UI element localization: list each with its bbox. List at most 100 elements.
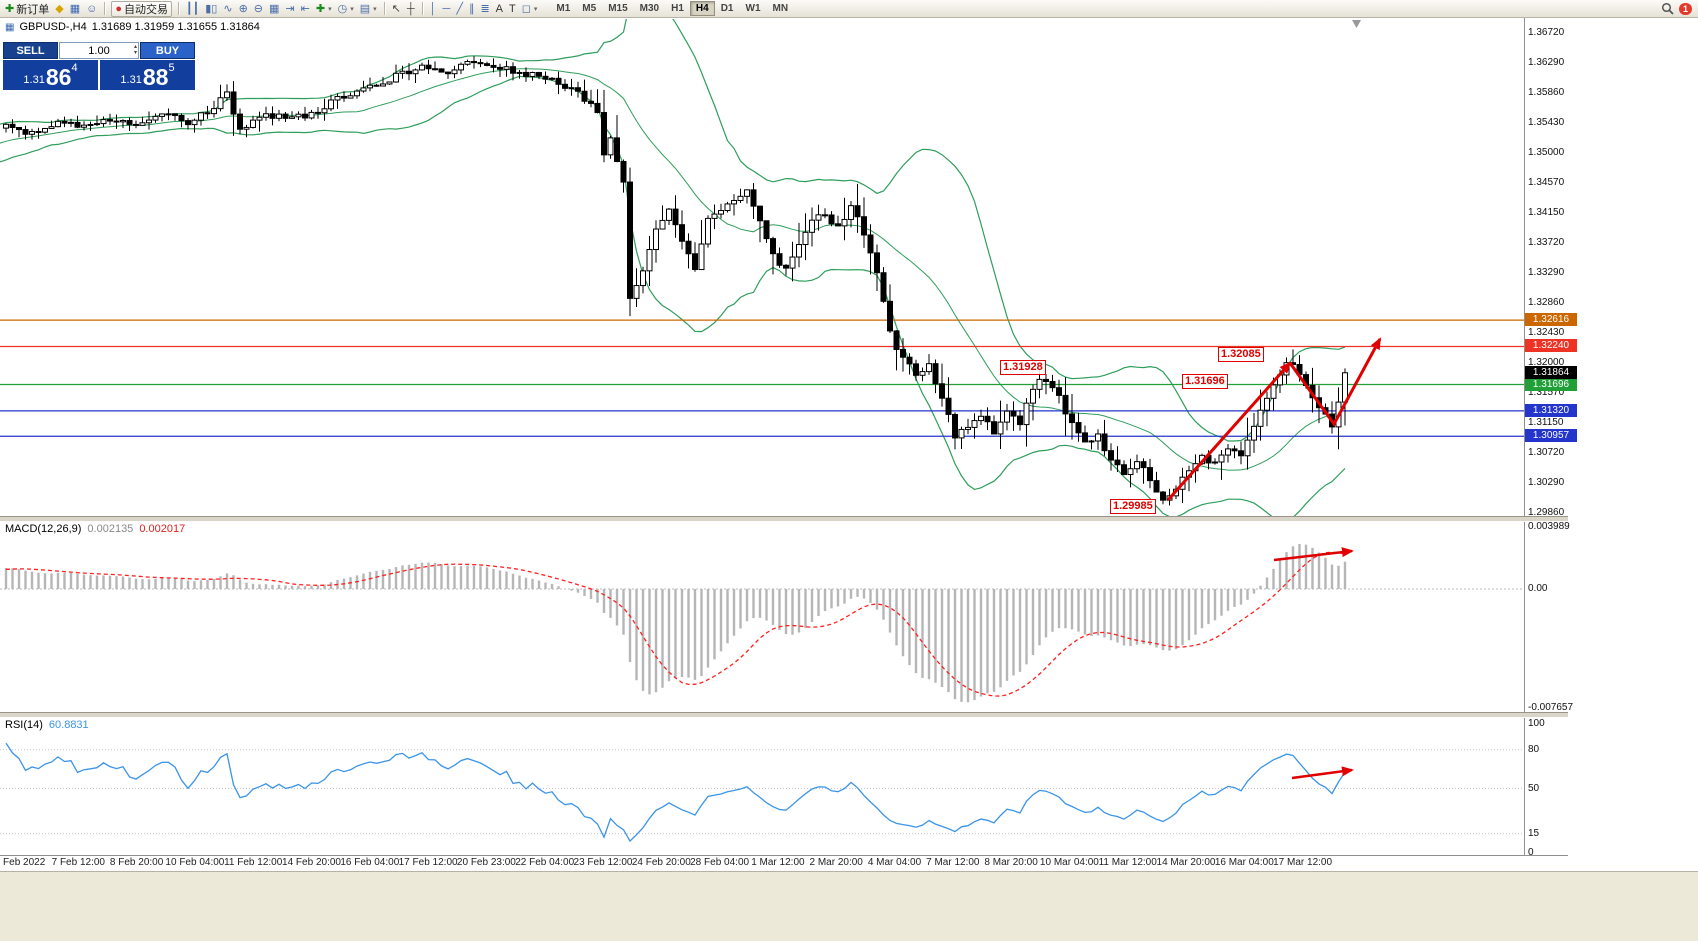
dropdown-caret-icon: ▾ — [328, 5, 332, 13]
macd-signal-value: 0.002017 — [139, 523, 186, 535]
market-watch-button[interactable]: ◆ — [52, 1, 66, 17]
candlestick-chart-button[interactable]: ▮▯ — [202, 1, 220, 17]
channel-button[interactable]: ∥ — [466, 1, 478, 17]
time-tick: 8 Feb 20:00 — [109, 857, 164, 868]
price-tick: 1.32000 — [1528, 357, 1565, 369]
rsi-name: RSI(14) — [5, 719, 43, 731]
shapes-button[interactable]: ◻ ▾ — [519, 1, 541, 17]
timeframe-M30-button[interactable]: M30 — [639, 3, 660, 14]
timeframe-M15-button[interactable]: M15 — [608, 3, 628, 14]
price-line-label: 1.31696 — [1525, 377, 1577, 391]
notification-badge[interactable]: 1 — [1678, 2, 1692, 15]
price-annotation[interactable]: 1.29985 — [1110, 499, 1156, 514]
price-tick: 1.30290 — [1528, 476, 1565, 488]
fibonacci-button[interactable]: ≣ — [477, 1, 492, 17]
zoom-in-button[interactable]: ⊕ — [236, 1, 251, 17]
timeframe-H1-button[interactable]: H1 — [671, 3, 684, 14]
time-tick: 1 Mar 12:00 — [751, 857, 805, 868]
timeframe-D1-button[interactable]: D1 — [720, 3, 734, 14]
volume-down-icon[interactable]: ▾ — [133, 50, 137, 56]
volume-stepper[interactable]: ▴ ▾ — [134, 44, 137, 56]
price-tick: 1.31150 — [1528, 416, 1564, 428]
cursor-button[interactable]: ↖ — [389, 1, 404, 17]
sell-price-point: 4 — [71, 62, 78, 74]
timeframe-toolbar: M1 M5 M15 M30 H1 H4 D1 W1 MN — [550, 1, 794, 16]
price-tick: 1.31570 — [1528, 387, 1565, 399]
price-scale[interactable]: 1.36720 1.36290 1.35860 1.35430 1.35000 1.345… — [1524, 0, 1596, 941]
auto-trading-label: 自动交易 — [123, 3, 168, 16]
toolbar-buttons: ✚ 新订单 ◆ ▦ ☺ ● 自动交易 ┃┃ ▮▯ ∿ ⊕ ⊖ ▦ ⇥ ⇤ ✚ ▾ ◷ ▾ ▤ ▾ ↖ ┼ │ ─ ╱ ∥ ≣ A T ◻ ▾ — [2, 0, 541, 17]
time-tick: 7 Feb 12:00 — [51, 857, 105, 868]
timeframe-H4-button[interactable]: H4 — [689, 1, 715, 16]
time-tick: 14 Feb 20:00 — [282, 857, 341, 868]
search-icon[interactable] — [1661, 2, 1674, 15]
rsi-value: 60.8831 — [48, 719, 89, 731]
auto-trading-button[interactable]: ● 自动交易 — [111, 0, 172, 17]
navigator-button[interactable]: ☺ — [83, 1, 100, 17]
buy-price-point: 5 — [168, 62, 175, 74]
price-tick: 1.34570 — [1528, 177, 1565, 189]
volume-field[interactable]: 1.00 ▴ ▾ — [59, 42, 139, 59]
tile-windows-button[interactable]: ▦ — [266, 1, 282, 17]
price-line-label: 1.32240 — [1525, 339, 1577, 353]
toolbar-separator — [383, 2, 385, 15]
dropdown-caret-icon: ▾ — [350, 5, 354, 13]
ohlc-values: 1.31689 1.31959 1.31655 1.31864 — [91, 21, 260, 33]
templates-button[interactable]: ▤ ▾ — [357, 1, 380, 17]
trendline-button[interactable]: ╱ — [453, 1, 466, 17]
current-price-label: 1.31864 — [1525, 365, 1577, 379]
timeframe-W1-button[interactable]: W1 — [745, 3, 761, 14]
new-order-icon: ✚ — [5, 2, 15, 15]
navigator-icon: ☺ — [86, 2, 98, 15]
rsi-scale-tick: 50 — [1528, 782, 1540, 794]
timeframe-MN-button[interactable]: MN — [772, 3, 789, 14]
price-tick: 1.29860 — [1528, 507, 1565, 518]
timeframe-M1-button[interactable]: M1 — [556, 3, 571, 14]
buy-button[interactable]: BUY — [140, 42, 195, 59]
text-button[interactable]: A — [493, 1, 506, 17]
chart-icon: ▦ — [5, 21, 15, 33]
toolbar-separator — [421, 2, 423, 15]
cursor-icon: ↖ — [391, 2, 401, 15]
auto-scroll-button[interactable]: ⇥ — [282, 1, 297, 17]
timeframe-M5-button[interactable]: M5 — [582, 3, 597, 14]
toolbar-separator — [177, 2, 179, 15]
price-tick: 1.36290 — [1528, 57, 1565, 69]
sell-price-display[interactable]: 1.31 86 4 — [3, 60, 98, 90]
data-window-button[interactable]: ▦ — [67, 1, 83, 17]
buy-price-display[interactable]: 1.31 88 5 — [100, 60, 195, 90]
sell-button[interactable]: SELL — [3, 42, 58, 59]
indicators-button[interactable]: ✚ ▾ — [313, 1, 335, 17]
buy-price-pips: 88 — [142, 64, 169, 90]
zoom-in-icon: ⊕ — [238, 2, 248, 15]
periods-button[interactable]: ◷ ▾ — [335, 1, 357, 17]
price-tick: 1.33720 — [1528, 236, 1565, 248]
horizontal-line-button[interactable]: ─ — [440, 1, 454, 17]
line-chart-button[interactable]: ∿ — [220, 1, 235, 17]
time-tick: 11 Feb 12:00 — [224, 857, 283, 868]
volume-up-icon[interactable]: ▴ — [133, 44, 137, 50]
new-order-button[interactable]: ✚ 新订单 — [2, 1, 52, 17]
panel-separator[interactable] — [0, 516, 1568, 522]
price-line-label: 1.31320 — [1525, 403, 1577, 417]
price-annotation[interactable]: 1.32085 — [1218, 347, 1264, 362]
bars-chart-button[interactable]: ┃┃ — [183, 1, 202, 17]
price-annotation[interactable]: 1.31696 — [1182, 374, 1228, 389]
crosshair-button[interactable]: ┼ — [404, 1, 418, 17]
time-tick: 10 Mar 04:00 — [1039, 857, 1099, 868]
time-tick: 20 Feb 23:00 — [456, 857, 516, 868]
text-label-button[interactable]: T — [506, 1, 519, 17]
price-annotation[interactable]: 1.31928 — [1000, 360, 1046, 375]
panel-separator[interactable] — [0, 712, 1568, 718]
chart-shift-button[interactable]: ⇤ — [298, 1, 313, 17]
price-tick: 1.35430 — [1528, 117, 1565, 129]
price-tick: 1.32860 — [1528, 297, 1565, 309]
macd-indicator-label: MACD(12,26,9) 0.002135 0.002017 — [5, 523, 185, 535]
toolbar-separator — [104, 2, 106, 15]
vertical-line-button[interactable]: │ — [427, 1, 440, 17]
new-order-label: 新订单 — [16, 3, 50, 16]
zoom-out-button[interactable]: ⊖ — [251, 1, 266, 17]
